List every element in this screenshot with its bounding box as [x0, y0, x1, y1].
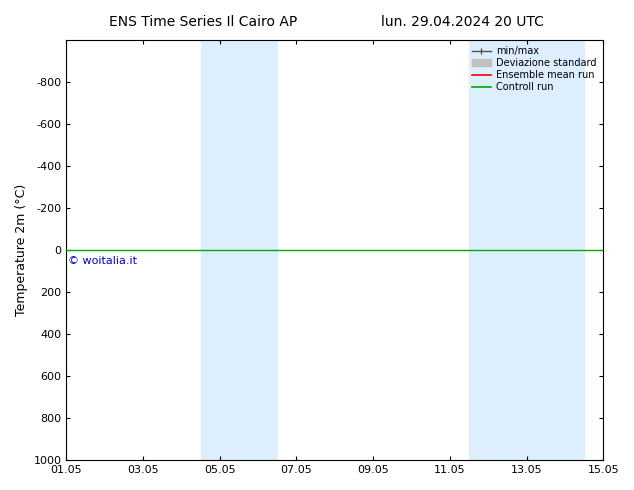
- Text: © woitalia.it: © woitalia.it: [68, 256, 138, 266]
- Text: lun. 29.04.2024 20 UTC: lun. 29.04.2024 20 UTC: [382, 15, 544, 29]
- Text: ENS Time Series Il Cairo AP: ENS Time Series Il Cairo AP: [109, 15, 297, 29]
- Y-axis label: Temperature 2m (°C): Temperature 2m (°C): [15, 184, 28, 316]
- Bar: [200, 40, 277, 460]
- Legend: min/max, Deviazione standard, Ensemble mean run, Controll run: min/max, Deviazione standard, Ensemble m…: [470, 45, 598, 94]
- Bar: [469, 40, 584, 460]
